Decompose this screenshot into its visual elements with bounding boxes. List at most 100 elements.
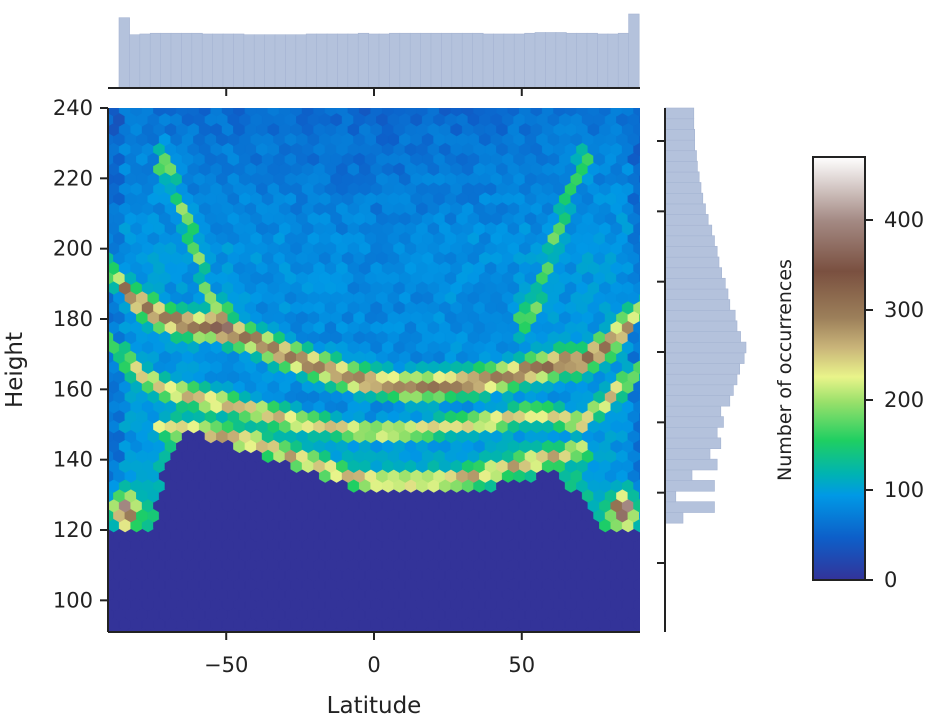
hexbin-cell [639, 273, 640, 282]
top-histogram-bar [201, 33, 214, 89]
top-histogram-bar [253, 34, 266, 89]
hexbin-cell [639, 134, 640, 144]
top-histogram-bar [534, 32, 546, 89]
hexbin-cell [639, 194, 640, 203]
right-histogram-bar [664, 224, 713, 237]
top-histogram-bar [316, 33, 328, 89]
top-histogram-bar [118, 17, 130, 89]
y-tick-label: 140 [53, 448, 93, 472]
right-histogram-bar [664, 490, 677, 503]
top-histogram-bar [243, 34, 255, 89]
top-histogram-bar [305, 33, 318, 89]
top-histogram-bar [170, 32, 182, 89]
hexbin-cell [639, 313, 640, 322]
top-histogram-bar [212, 33, 224, 89]
top-histogram-bar [347, 33, 359, 89]
right-histogram-bar [664, 182, 702, 194]
hexbin-cell [633, 108, 640, 117]
hexbin-cell [639, 332, 640, 342]
top-histogram-bar [513, 33, 526, 89]
hexbin-cell [639, 570, 640, 579]
x-axis-label: Latitude [327, 693, 422, 715]
top-histogram-bar [368, 33, 380, 89]
hexbin-cell [639, 431, 640, 441]
y-tick-label: 180 [53, 307, 93, 331]
hexbin-cell [639, 451, 640, 460]
colorbar-label: Number of occurrences [774, 259, 796, 481]
top-histogram-bar [285, 34, 297, 89]
top-histogram-bar [482, 33, 494, 89]
y-axis-label: Height [2, 332, 28, 408]
hexbin-cell [639, 629, 640, 632]
right-histogram-bar [664, 426, 718, 439]
right-histogram-bar [664, 299, 731, 311]
top-histogram-bar [607, 33, 619, 89]
colorbar-tick-label: 100 [884, 478, 924, 502]
colorbar-tick-label: 0 [884, 568, 897, 592]
top-histogram-bar [586, 32, 598, 89]
top-histogram-bar [597, 33, 609, 89]
right-histogram-bar [664, 501, 715, 513]
hexbin-cell [639, 352, 640, 361]
top-marginal-histogram [108, 13, 640, 96]
top-histogram-bar [274, 34, 286, 89]
colorbar: 0 100 200 300 400 Number of occurrences [774, 156, 924, 592]
right-marginal-histogram [657, 107, 747, 632]
top-histogram-bar [160, 32, 172, 89]
top-histogram-bar [451, 32, 463, 89]
right-histogram-bar [664, 150, 697, 162]
right-histogram-bar [664, 288, 729, 301]
hexbin-cell [639, 610, 640, 619]
top-histogram-bar [129, 34, 141, 89]
x-tick-label: 50 [508, 653, 535, 677]
right-histogram-bar [664, 437, 722, 449]
right-histogram-bar [664, 214, 709, 226]
x-tick-label: 0 [367, 653, 380, 677]
right-histogram-bar [664, 363, 740, 375]
x-tick-label: −50 [204, 653, 248, 677]
hexbin-cell [639, 471, 640, 480]
top-histogram-bar [191, 32, 203, 89]
hexbin-cell [639, 253, 640, 262]
hexbin-cell [639, 372, 640, 381]
top-histogram-bar [295, 34, 307, 89]
colorbar-tick-label: 400 [884, 208, 924, 232]
hexbin-cell [639, 550, 640, 559]
right-histogram-bar [664, 394, 731, 407]
right-histogram-bar [664, 128, 696, 141]
colorbar-fill [813, 157, 865, 580]
right-histogram-bar [664, 203, 706, 215]
right-histogram-bar [664, 512, 684, 524]
top-histogram-bar [430, 32, 442, 89]
top-histogram-bar [576, 32, 588, 89]
top-histogram-bar [222, 33, 234, 89]
hexbin-panel: −50 0 50 100 120 140 160 180 200 220 240 Latitude… [2, 96, 640, 715]
top-histogram-bar [149, 32, 162, 89]
right-histogram-bar [664, 246, 718, 258]
y-tick-label: 240 [53, 96, 93, 120]
hexbin-cell [639, 214, 640, 223]
top-histogram-bar [503, 33, 515, 89]
right-histogram-bar [664, 171, 700, 183]
right-histogram-bar [664, 458, 718, 471]
top-histogram-bar [524, 32, 536, 89]
right-histogram-bar [664, 192, 704, 205]
top-histogram-bar [337, 33, 349, 89]
top-histogram-bar [181, 32, 193, 89]
top-histogram-bar [555, 32, 567, 89]
y-tick-label: 120 [53, 518, 93, 542]
right-histogram-bar [664, 352, 745, 364]
y-tick-label: 220 [53, 166, 93, 190]
top-histogram-bar [493, 33, 505, 89]
top-histogram-bar [233, 33, 245, 89]
y-tick-label: 100 [53, 588, 93, 612]
hexbin-cell [639, 392, 640, 401]
hexbin-cell [639, 511, 640, 520]
right-histogram-bar [664, 448, 711, 460]
right-histogram-bar [664, 107, 695, 120]
hexbin-cell [639, 530, 640, 540]
right-histogram-bar [664, 267, 723, 279]
right-histogram-bar [664, 118, 695, 130]
top-histogram-bar [441, 32, 453, 89]
